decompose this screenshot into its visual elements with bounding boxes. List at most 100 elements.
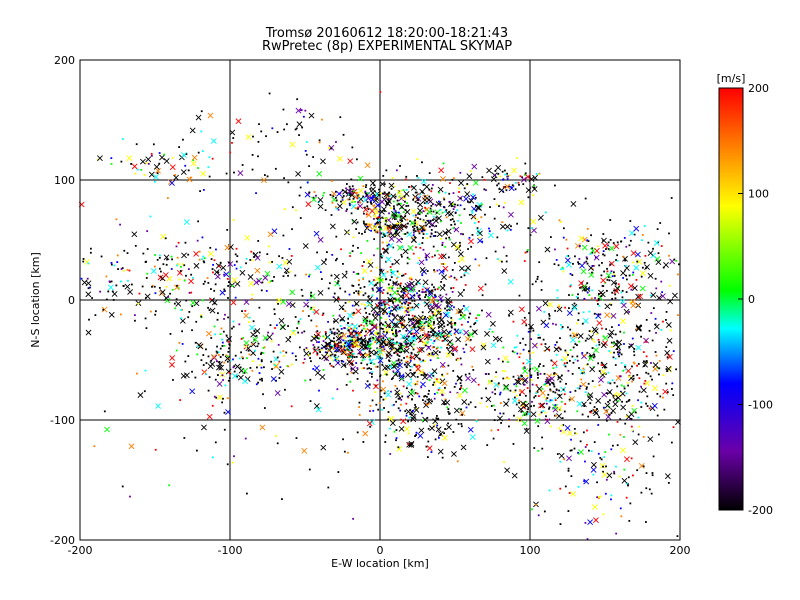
data-point-x [508, 211, 514, 218]
data-point [447, 334, 450, 337]
data-point [625, 392, 628, 395]
data-point [443, 335, 446, 337]
data-point [614, 333, 617, 336]
data-point [413, 363, 416, 366]
data-point [540, 289, 543, 291]
data-point [636, 260, 639, 263]
data-point-x [635, 293, 642, 300]
data-point [518, 294, 521, 297]
data-point [362, 277, 364, 279]
data-point [624, 259, 626, 262]
data-point [397, 292, 400, 295]
data-point [265, 135, 267, 138]
data-point [607, 241, 610, 244]
data-point [610, 315, 613, 317]
data-point [536, 278, 539, 280]
data-point [246, 492, 248, 495]
data-point [364, 307, 367, 310]
data-point [569, 334, 572, 337]
data-point [126, 252, 129, 254]
data-point [602, 406, 605, 409]
data-point-x [471, 163, 478, 170]
data-point [370, 362, 372, 364]
data-point [307, 315, 310, 317]
data-point [619, 418, 622, 421]
data-point [577, 293, 579, 296]
data-point [448, 309, 451, 311]
data-point-x [433, 302, 440, 309]
data-point [459, 171, 462, 174]
data-point [351, 343, 353, 346]
data-point-x [470, 213, 477, 220]
data-point [422, 291, 425, 294]
data-point [384, 235, 386, 237]
data-point [348, 357, 350, 360]
data-point [310, 319, 313, 322]
data-point [555, 341, 558, 344]
data-point [571, 274, 574, 276]
data-point [260, 130, 263, 133]
data-point [291, 352, 294, 355]
data-point [348, 293, 351, 296]
data-point [241, 310, 243, 313]
data-point [529, 389, 531, 392]
data-point [372, 196, 375, 199]
data-point-x [345, 341, 352, 348]
data-point [399, 343, 402, 346]
data-point [569, 285, 572, 288]
data-point [197, 167, 199, 169]
data-point [417, 199, 419, 201]
data-point-x [410, 286, 416, 293]
data-point-x [316, 170, 323, 177]
data-point [373, 254, 375, 257]
data-point [329, 339, 332, 342]
data-point [612, 342, 615, 345]
data-point [523, 260, 526, 262]
data-point [225, 172, 228, 175]
data-point [584, 197, 587, 200]
data-point-x [647, 436, 654, 443]
data-point [446, 305, 449, 308]
data-point-x [386, 286, 393, 293]
data-point [273, 313, 276, 315]
data-point [640, 406, 643, 408]
data-point [342, 438, 344, 441]
data-point [350, 178, 353, 181]
data-point [646, 395, 649, 398]
data-point [337, 283, 340, 286]
data-point [368, 320, 371, 323]
data-point [578, 258, 581, 260]
data-point-x [544, 418, 551, 425]
data-point [437, 436, 440, 439]
data-point [340, 359, 343, 362]
data-point [568, 492, 571, 494]
data-point [332, 359, 334, 362]
data-point [660, 329, 663, 331]
data-point [331, 340, 334, 343]
data-point [421, 230, 424, 232]
data-point [414, 196, 417, 199]
data-point-x [313, 403, 320, 409]
data-point [629, 301, 632, 304]
data-point [324, 331, 327, 333]
data-point-x [556, 413, 562, 419]
data-point-x [347, 312, 353, 319]
data-point [380, 227, 382, 230]
data-point-x [638, 462, 645, 469]
data-point-x [456, 392, 463, 399]
data-point [414, 435, 416, 437]
data-point [352, 517, 355, 520]
data-point [548, 317, 551, 320]
data-point [347, 231, 350, 234]
data-point [419, 340, 422, 343]
data-point-x [666, 337, 673, 344]
data-point [462, 233, 464, 236]
data-point [110, 157, 113, 160]
data-point [345, 270, 348, 273]
data-point [677, 263, 680, 266]
data-point [296, 98, 299, 101]
data-point [337, 345, 340, 347]
data-point [608, 350, 611, 352]
data-point [384, 223, 387, 226]
data-point [392, 205, 395, 208]
